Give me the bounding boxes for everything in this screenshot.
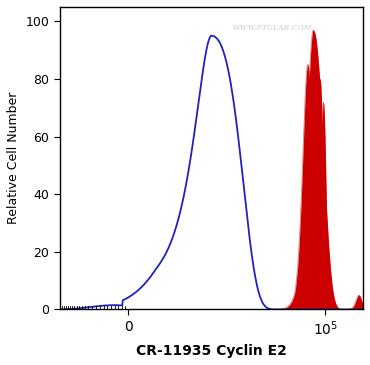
X-axis label: CR-11935 Cyclin E2: CR-11935 Cyclin E2 [136, 344, 287, 358]
Text: WWW.PTGLAB.COM: WWW.PTGLAB.COM [232, 24, 312, 32]
Y-axis label: Relative Cell Number: Relative Cell Number [7, 92, 20, 224]
